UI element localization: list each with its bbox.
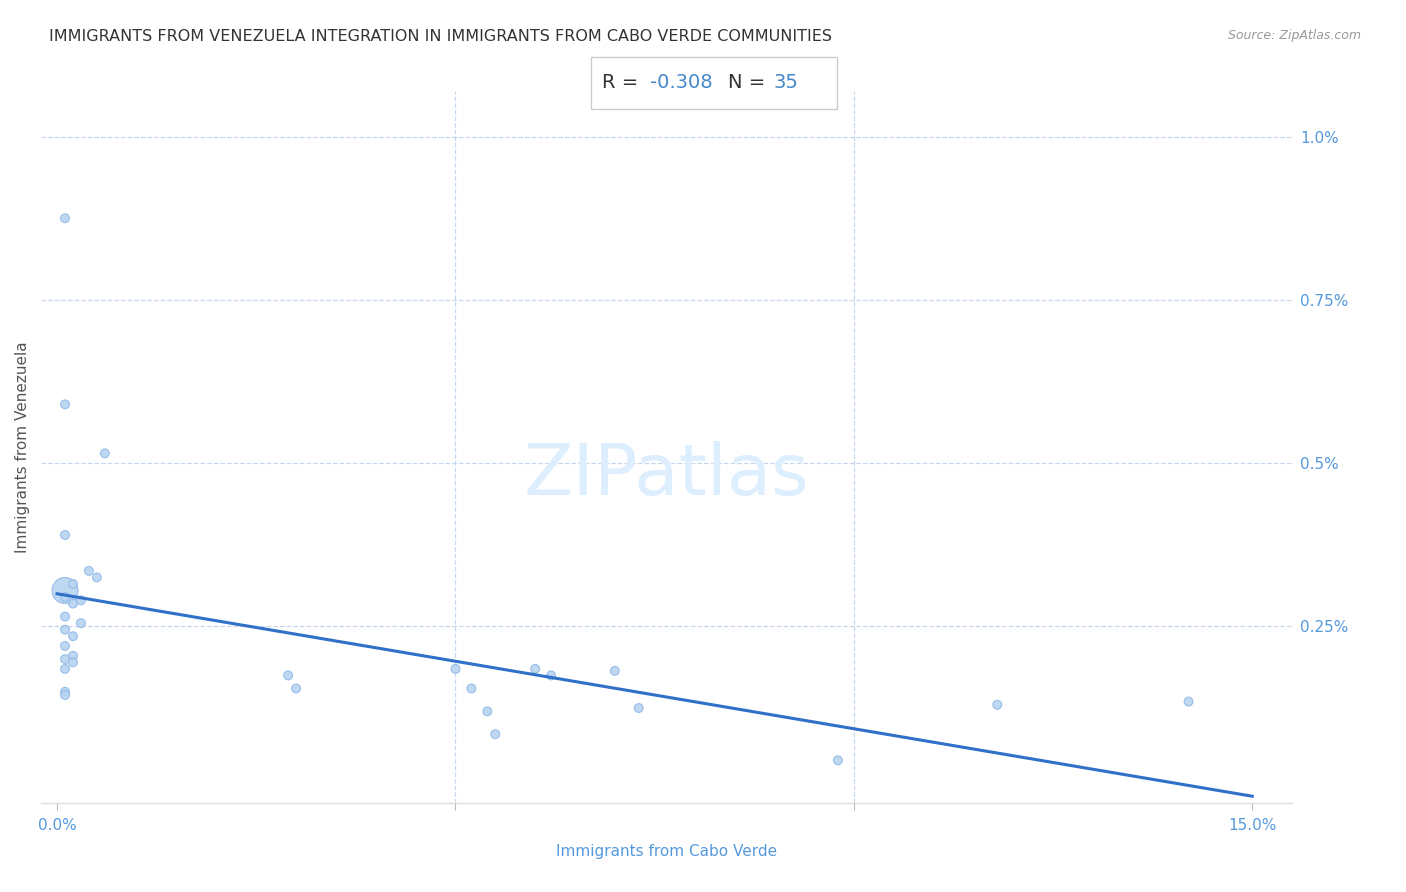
Text: ZIPatlas: ZIPatlas [524,441,810,509]
Point [53,662,76,676]
Point [444,662,467,676]
Point [62,629,84,643]
Point [62,648,84,663]
Text: -0.308: -0.308 [650,73,713,93]
Text: IMMIGRANTS FROM VENEZUELA INTEGRATION IN IMMIGRANTS FROM CABO VERDE COMMUNITIES: IMMIGRANTS FROM VENEZUELA INTEGRATION IN… [49,29,832,44]
Point [53,397,76,411]
Point [986,698,1008,712]
Point [277,668,299,682]
Point [827,753,849,767]
X-axis label: Immigrants from Cabo Verde: Immigrants from Cabo Verde [555,844,778,859]
Point [77,564,100,578]
Point [62,656,84,670]
Point [53,583,76,598]
Point [70,616,93,631]
Text: 35: 35 [773,73,799,93]
Text: R =: R = [602,73,644,93]
Point [53,652,76,666]
Point [460,681,482,696]
Point [53,590,76,604]
Point [53,623,76,637]
Point [477,704,499,718]
Point [53,639,76,653]
Point [62,597,84,611]
Point [62,577,84,591]
Point [484,727,506,741]
Point [53,684,76,698]
Point [1177,694,1199,708]
Point [524,662,547,676]
Point [627,701,650,715]
Point [94,446,117,460]
Text: Source: ZipAtlas.com: Source: ZipAtlas.com [1227,29,1361,42]
Point [70,593,93,607]
Point [540,668,562,682]
Point [53,609,76,624]
Point [53,211,76,226]
Point [53,688,76,702]
Text: N =: N = [728,73,772,93]
Y-axis label: Immigrants from Venezuela: Immigrants from Venezuela [15,341,30,553]
Point [86,570,108,584]
Point [53,528,76,542]
Point [603,664,626,678]
Point [285,681,308,696]
